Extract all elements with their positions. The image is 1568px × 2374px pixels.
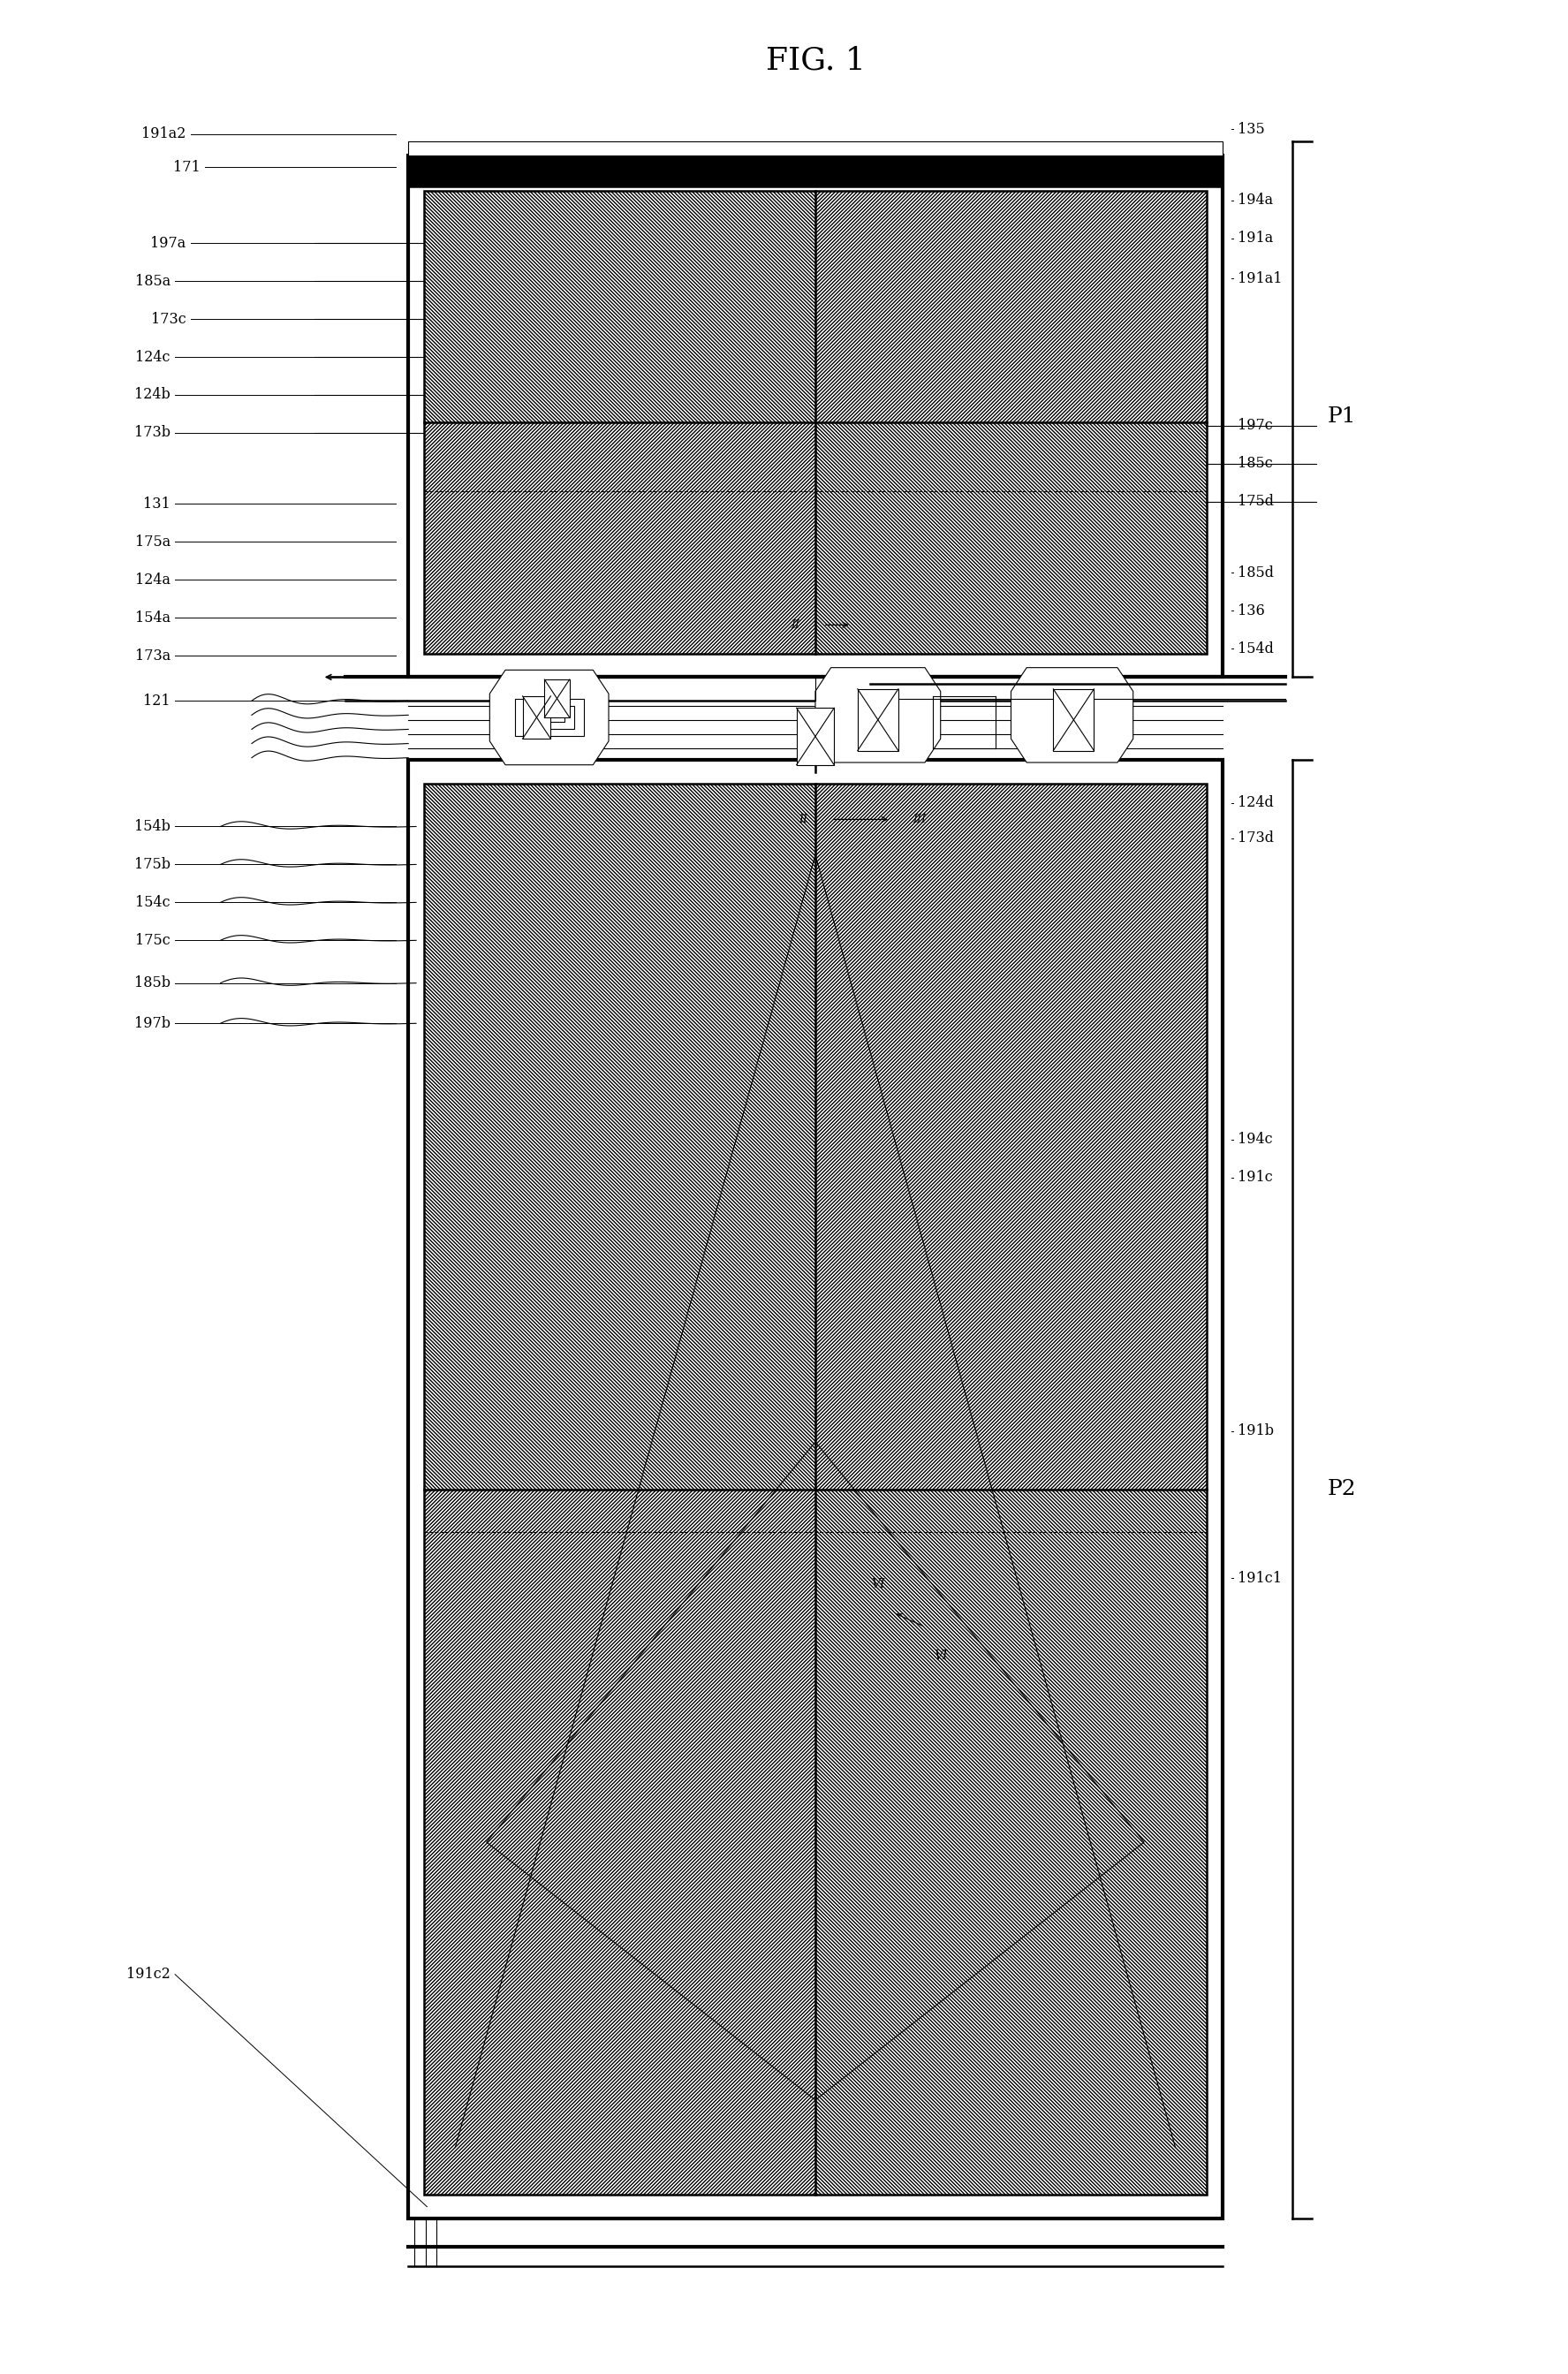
Text: 154c: 154c <box>135 895 171 909</box>
Text: 154d: 154d <box>1239 641 1275 655</box>
Text: 173c: 173c <box>151 311 187 328</box>
Bar <box>1054 688 1094 750</box>
Text: 191a1: 191a1 <box>1239 271 1283 287</box>
Polygon shape <box>533 712 564 722</box>
Polygon shape <box>514 698 583 736</box>
Text: 121: 121 <box>143 693 171 707</box>
Text: III: III <box>913 814 925 826</box>
Bar <box>797 707 834 764</box>
Text: 197a: 197a <box>151 235 187 252</box>
Text: II: II <box>790 620 800 631</box>
Bar <box>815 783 1207 1488</box>
Text: 124b: 124b <box>135 387 171 404</box>
Polygon shape <box>524 705 574 729</box>
Text: 175b: 175b <box>135 857 171 871</box>
Bar <box>423 190 815 423</box>
Text: VI: VI <box>872 1579 884 1591</box>
Text: P2: P2 <box>1327 1479 1356 1500</box>
Text: 191a: 191a <box>1239 230 1273 247</box>
Text: 173b: 173b <box>135 425 171 439</box>
Text: 175a: 175a <box>135 534 171 548</box>
Text: 173d: 173d <box>1239 831 1275 845</box>
Polygon shape <box>1011 667 1134 762</box>
Text: 124a: 124a <box>135 572 171 586</box>
Text: 197b: 197b <box>135 1016 171 1030</box>
Text: 185c: 185c <box>1239 456 1273 470</box>
Text: 191a2: 191a2 <box>141 126 187 142</box>
Bar <box>408 154 1223 185</box>
Text: 185d: 185d <box>1239 565 1275 579</box>
Text: 171: 171 <box>172 159 201 176</box>
Text: 185a: 185a <box>135 273 171 290</box>
Bar <box>423 1488 815 2196</box>
Text: 124c: 124c <box>135 349 171 366</box>
Text: 154b: 154b <box>135 819 171 833</box>
Text: 124d: 124d <box>1239 795 1275 810</box>
Bar <box>544 679 569 717</box>
Text: 191c: 191c <box>1239 1170 1273 1185</box>
Text: 154a: 154a <box>135 610 171 624</box>
Bar <box>423 423 815 653</box>
Text: 136: 136 <box>1239 603 1265 617</box>
Text: 194a: 194a <box>1239 192 1273 209</box>
Text: 175c: 175c <box>135 933 171 947</box>
Bar <box>522 696 550 738</box>
Bar <box>858 688 898 750</box>
Text: FIG. 1: FIG. 1 <box>765 45 866 76</box>
Text: 191b: 191b <box>1239 1424 1275 1439</box>
Text: 173a: 173a <box>135 648 171 662</box>
Text: 191c1: 191c1 <box>1239 1572 1283 1586</box>
Bar <box>423 783 1207 2196</box>
Bar <box>815 1488 1207 2196</box>
Bar <box>423 190 1207 653</box>
Text: II: II <box>798 814 808 826</box>
Text: 191c2: 191c2 <box>127 1966 171 1982</box>
Polygon shape <box>815 667 941 762</box>
Polygon shape <box>489 669 608 764</box>
Bar <box>815 423 1207 653</box>
Text: 135: 135 <box>1239 121 1265 138</box>
Text: 194c: 194c <box>1239 1132 1273 1147</box>
Text: VI: VI <box>933 1650 947 1662</box>
Bar <box>408 140 1223 154</box>
Text: 185b: 185b <box>135 976 171 990</box>
Text: P1: P1 <box>1327 406 1356 427</box>
Text: 197c: 197c <box>1239 418 1273 432</box>
Bar <box>408 154 1223 677</box>
Text: 131: 131 <box>143 496 171 510</box>
Text: 175d: 175d <box>1239 494 1275 508</box>
Bar <box>408 760 1223 2220</box>
Bar <box>815 190 1207 423</box>
Bar <box>423 783 815 1488</box>
